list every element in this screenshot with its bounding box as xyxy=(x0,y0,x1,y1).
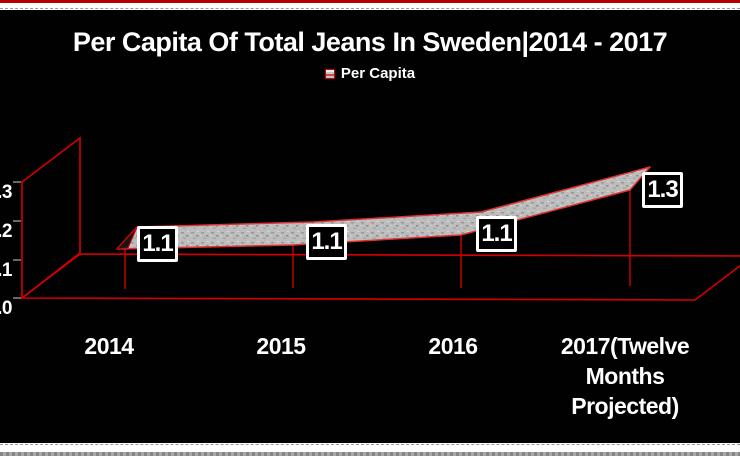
category-label-2016: 2016 xyxy=(428,333,478,359)
category-label-2017: 2017(Twelve Months Projected) xyxy=(560,333,690,419)
series-swatch-icon xyxy=(324,68,335,79)
y-tick-label-1-1: 1.1 xyxy=(0,260,13,281)
y-tick-label-1-2: 1.2 xyxy=(0,221,13,242)
category-drop-lines xyxy=(124,190,631,289)
category-label-2015: 2015 xyxy=(256,333,306,359)
chart-canvas[interactable]: Per Capita Of Total Jeans In Sweden|2014… xyxy=(0,10,740,443)
data-label-2015[interactable]: 1.1 xyxy=(306,224,347,260)
legend-label: Per Capita xyxy=(340,65,416,82)
legend[interactable]: Per Capita xyxy=(0,65,740,82)
slide-dashed-border-bottom xyxy=(0,444,740,445)
axis-wall xyxy=(21,136,81,300)
series-ribbon-per-capita[interactable] xyxy=(116,166,651,250)
data-label-2014[interactable]: 1.1 xyxy=(137,226,178,262)
y-tick-marks xyxy=(13,181,21,299)
series-ribbon-endcap xyxy=(115,226,138,250)
bottom-gray-rule xyxy=(0,452,740,456)
data-label-2017[interactable]: 1.3 xyxy=(642,172,683,208)
axis-floor xyxy=(19,253,740,301)
category-label-2014: 2014 xyxy=(84,333,134,359)
chart-3d-frame xyxy=(13,136,740,301)
y-tick-label-1-3: 1.3 xyxy=(0,182,13,203)
chart-title[interactable]: Per Capita Of Total Jeans In Sweden|2014… xyxy=(72,27,668,57)
y-tick-label-1-0: 1.0 xyxy=(0,298,13,319)
slide-dashed-border-top xyxy=(0,8,740,9)
data-label-2016[interactable]: 1.1 xyxy=(476,216,517,252)
top-red-border xyxy=(0,0,740,3)
